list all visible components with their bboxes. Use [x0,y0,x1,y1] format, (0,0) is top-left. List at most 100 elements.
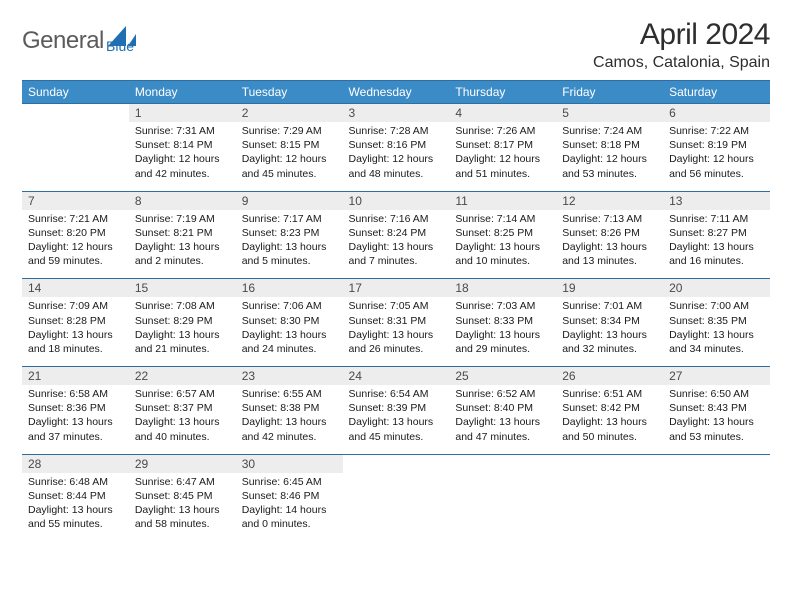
day-info-line: Sunrise: 7:00 AM [669,299,764,313]
day-body: Sunrise: 7:22 AMSunset: 8:19 PMDaylight:… [663,122,770,191]
day-info-line: Daylight: 13 hours [349,240,444,254]
day-info-line: and 10 minutes. [455,254,550,268]
day-info-line: Daylight: 13 hours [669,240,764,254]
day-info-line: Sunrise: 6:45 AM [242,475,337,489]
day-info-line: Daylight: 13 hours [455,328,550,342]
day-number: 23 [236,366,343,385]
weekday-header: Tuesday [236,81,343,104]
day-number: 3 [343,103,450,122]
calendar-day-cell: 29Sunrise: 6:47 AMSunset: 8:45 PMDayligh… [129,454,236,542]
day-info-line: Daylight: 13 hours [135,415,230,429]
calendar-day-cell: 18Sunrise: 7:03 AMSunset: 8:33 PMDayligh… [449,278,556,366]
day-body: Sunrise: 7:00 AMSunset: 8:35 PMDaylight:… [663,297,770,366]
day-info-line: and 47 minutes. [455,430,550,444]
brand-logo: General Blue [22,24,150,57]
day-number: 24 [343,366,450,385]
day-info-line: Daylight: 14 hours [242,503,337,517]
day-info-line: and 50 minutes. [562,430,657,444]
day-info-line: Daylight: 13 hours [349,415,444,429]
day-info-line: Sunrise: 7:14 AM [455,212,550,226]
day-info-line: Daylight: 13 hours [455,415,550,429]
day-number: 19 [556,278,663,297]
day-body: Sunrise: 7:21 AMSunset: 8:20 PMDaylight:… [22,210,129,279]
calendar-day-cell: 12Sunrise: 7:13 AMSunset: 8:26 PMDayligh… [556,191,663,279]
day-info-line: Sunset: 8:23 PM [242,226,337,240]
day-info-line: Sunset: 8:42 PM [562,401,657,415]
day-body: Sunrise: 7:03 AMSunset: 8:33 PMDaylight:… [449,297,556,366]
calendar-day-cell: 10Sunrise: 7:16 AMSunset: 8:24 PMDayligh… [343,191,450,279]
day-info-line: Daylight: 13 hours [562,240,657,254]
day-number [663,454,770,473]
day-info-line: Sunset: 8:40 PM [455,401,550,415]
day-info-line: Daylight: 13 hours [28,503,123,517]
day-body [556,473,663,535]
day-number: 30 [236,454,343,473]
day-info-line: Sunrise: 7:29 AM [242,124,337,138]
day-info-line: and 53 minutes. [562,167,657,181]
day-info-line: Sunset: 8:33 PM [455,314,550,328]
day-info-line: and 45 minutes. [242,167,337,181]
day-info-line: Sunrise: 6:57 AM [135,387,230,401]
day-info-line: Sunrise: 7:19 AM [135,212,230,226]
calendar-day-cell: 16Sunrise: 7:06 AMSunset: 8:30 PMDayligh… [236,278,343,366]
calendar-day-cell: 8Sunrise: 7:19 AMSunset: 8:21 PMDaylight… [129,191,236,279]
calendar-day-cell: 6Sunrise: 7:22 AMSunset: 8:19 PMDaylight… [663,103,770,191]
calendar-day-cell: 27Sunrise: 6:50 AMSunset: 8:43 PMDayligh… [663,366,770,454]
day-info-line: and 5 minutes. [242,254,337,268]
day-info-line: and 42 minutes. [135,167,230,181]
day-info-line: Sunrise: 6:52 AM [455,387,550,401]
day-info-line: Sunset: 8:34 PM [562,314,657,328]
day-number: 21 [22,366,129,385]
day-info-line: and 42 minutes. [242,430,337,444]
day-info-line: Sunrise: 6:54 AM [349,387,444,401]
calendar-week-row: 14Sunrise: 7:09 AMSunset: 8:28 PMDayligh… [22,278,770,366]
location-subtitle: Camos, Catalonia, Spain [593,54,770,72]
day-info-line: Daylight: 13 hours [562,328,657,342]
day-info-line: Sunrise: 6:51 AM [562,387,657,401]
day-info-line: Sunset: 8:14 PM [135,138,230,152]
day-info-line: Sunrise: 6:48 AM [28,475,123,489]
day-number: 14 [22,278,129,297]
day-info-line: and 55 minutes. [28,517,123,531]
day-info-line: Sunrise: 7:22 AM [669,124,764,138]
day-number [22,103,129,122]
day-info-line: Daylight: 13 hours [242,415,337,429]
day-info-line: and 18 minutes. [28,342,123,356]
day-info-line: and 56 minutes. [669,167,764,181]
day-info-line: Sunrise: 7:01 AM [562,299,657,313]
day-body: Sunrise: 7:29 AMSunset: 8:15 PMDaylight:… [236,122,343,191]
day-info-line: and 29 minutes. [455,342,550,356]
day-info-line: Sunset: 8:31 PM [349,314,444,328]
day-body: Sunrise: 7:24 AMSunset: 8:18 PMDaylight:… [556,122,663,191]
day-info-line: Daylight: 13 hours [669,328,764,342]
day-number: 16 [236,278,343,297]
calendar-day-cell [22,103,129,191]
day-info-line: Sunrise: 6:55 AM [242,387,337,401]
day-info-line: Sunset: 8:37 PM [135,401,230,415]
day-number [449,454,556,473]
day-info-line: Sunset: 8:26 PM [562,226,657,240]
day-info-line: Sunrise: 7:06 AM [242,299,337,313]
day-number: 29 [129,454,236,473]
calendar-day-cell: 2Sunrise: 7:29 AMSunset: 8:15 PMDaylight… [236,103,343,191]
day-info-line: Sunrise: 7:03 AM [455,299,550,313]
day-info-line: Daylight: 12 hours [242,152,337,166]
day-info-line: Sunrise: 7:17 AM [242,212,337,226]
calendar-day-cell [663,454,770,542]
day-info-line: and 37 minutes. [28,430,123,444]
day-info-line: Daylight: 13 hours [242,240,337,254]
day-info-line: Sunset: 8:17 PM [455,138,550,152]
day-info-line: and 59 minutes. [28,254,123,268]
brand-sail-icon: Blue [106,24,150,57]
calendar-day-cell [343,454,450,542]
day-body: Sunrise: 7:11 AMSunset: 8:27 PMDaylight:… [663,210,770,279]
day-body: Sunrise: 7:31 AMSunset: 8:14 PMDaylight:… [129,122,236,191]
day-body: Sunrise: 7:16 AMSunset: 8:24 PMDaylight:… [343,210,450,279]
calendar-day-cell: 9Sunrise: 7:17 AMSunset: 8:23 PMDaylight… [236,191,343,279]
day-info-line: Sunset: 8:18 PM [562,138,657,152]
day-info-line: Sunset: 8:36 PM [28,401,123,415]
day-info-line: Sunrise: 7:08 AM [135,299,230,313]
day-info-line: Sunrise: 7:21 AM [28,212,123,226]
day-body: Sunrise: 6:57 AMSunset: 8:37 PMDaylight:… [129,385,236,454]
day-info-line: Sunrise: 7:28 AM [349,124,444,138]
